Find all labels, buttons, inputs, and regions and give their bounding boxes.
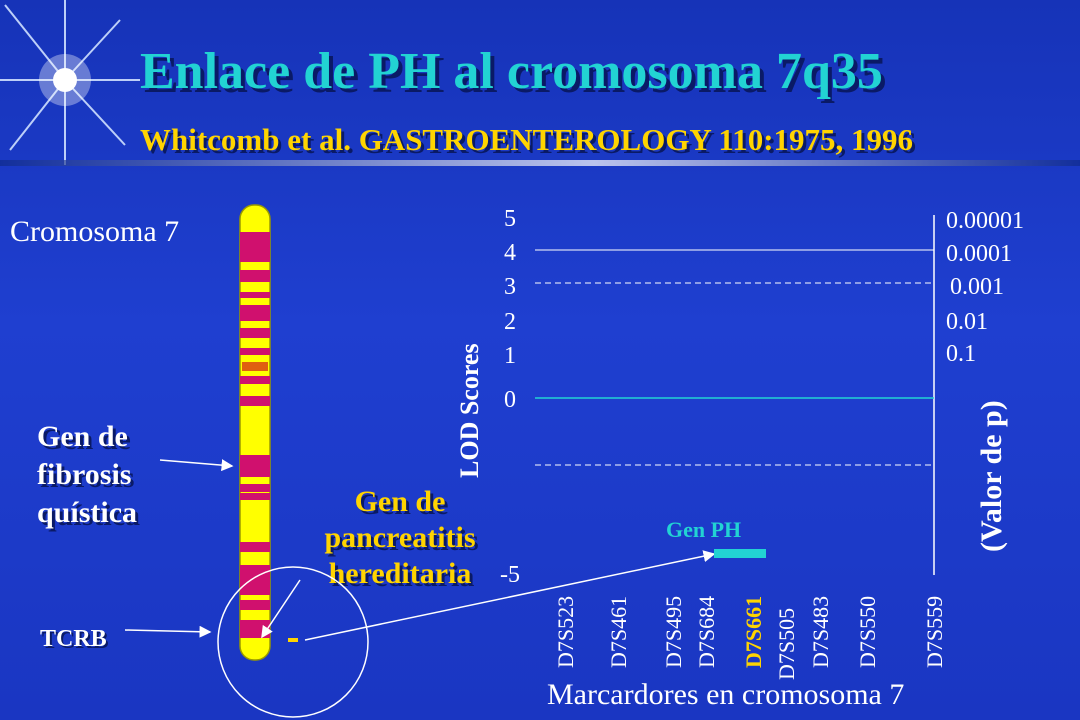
chromosome-label: Cromosoma 7 — [10, 215, 180, 248]
marker-label-highlighted: D7S661 — [741, 595, 766, 668]
lod-tick-0: 0 — [504, 387, 516, 413]
lod-tick-5: 5 — [504, 206, 516, 232]
y2-axis-title: (Valor de p) — [975, 400, 1008, 552]
y-axis-title: LOD Scores — [455, 343, 484, 478]
marker-label: D7S461 — [606, 595, 631, 668]
starburst-decoration — [0, 0, 140, 165]
lod-tick-2: 2 — [504, 309, 516, 335]
marker-label: D7S505 — [774, 607, 799, 680]
marker-label: D7S559 — [922, 595, 947, 668]
p-tick-0.01: 0.01 — [946, 309, 988, 335]
p-tick-0.0001: 0.0001 — [946, 241, 1012, 267]
x-axis-title: Marcardores en cromosoma 7 — [547, 678, 905, 711]
marker-label: D7S523 — [553, 595, 578, 668]
p-tick-0.1: 0.1 — [946, 341, 976, 367]
chromosome-7-diagram — [239, 204, 271, 661]
marker-label: D7S550 — [855, 595, 880, 668]
lod-tick-minus-5: -5 — [500, 562, 520, 588]
marker-label: D7S483 — [808, 595, 833, 668]
gene-ph-label: Gen PH — [666, 517, 742, 542]
lod-tick-1: 1 — [504, 343, 516, 369]
lod-tick-4: 4 — [504, 240, 516, 266]
marker-label: D7S684 — [694, 595, 719, 668]
cystic-fibrosis-gene-label: Gen de fibrosis quística — [37, 420, 138, 529]
marker-label: D7S495 — [661, 595, 686, 668]
pancreatitis-gene-label: Gen de pancreatitis hereditaria — [324, 485, 476, 590]
citation-subtitle: Whitcomb et al. GASTROENTEROLOGY 110:197… — [140, 122, 914, 157]
header-divider — [0, 160, 1080, 166]
p-tick-0.00001: 0.00001 — [946, 208, 1024, 234]
gene-ph-bar — [714, 549, 766, 558]
lod-tick-3: 3 — [504, 274, 516, 300]
p-tick-0.001: 0.001 — [950, 274, 1004, 300]
tcrb-label: TCRB — [40, 626, 107, 652]
page-title: Enlace de PH al cromosoma 7q35 — [140, 43, 883, 100]
